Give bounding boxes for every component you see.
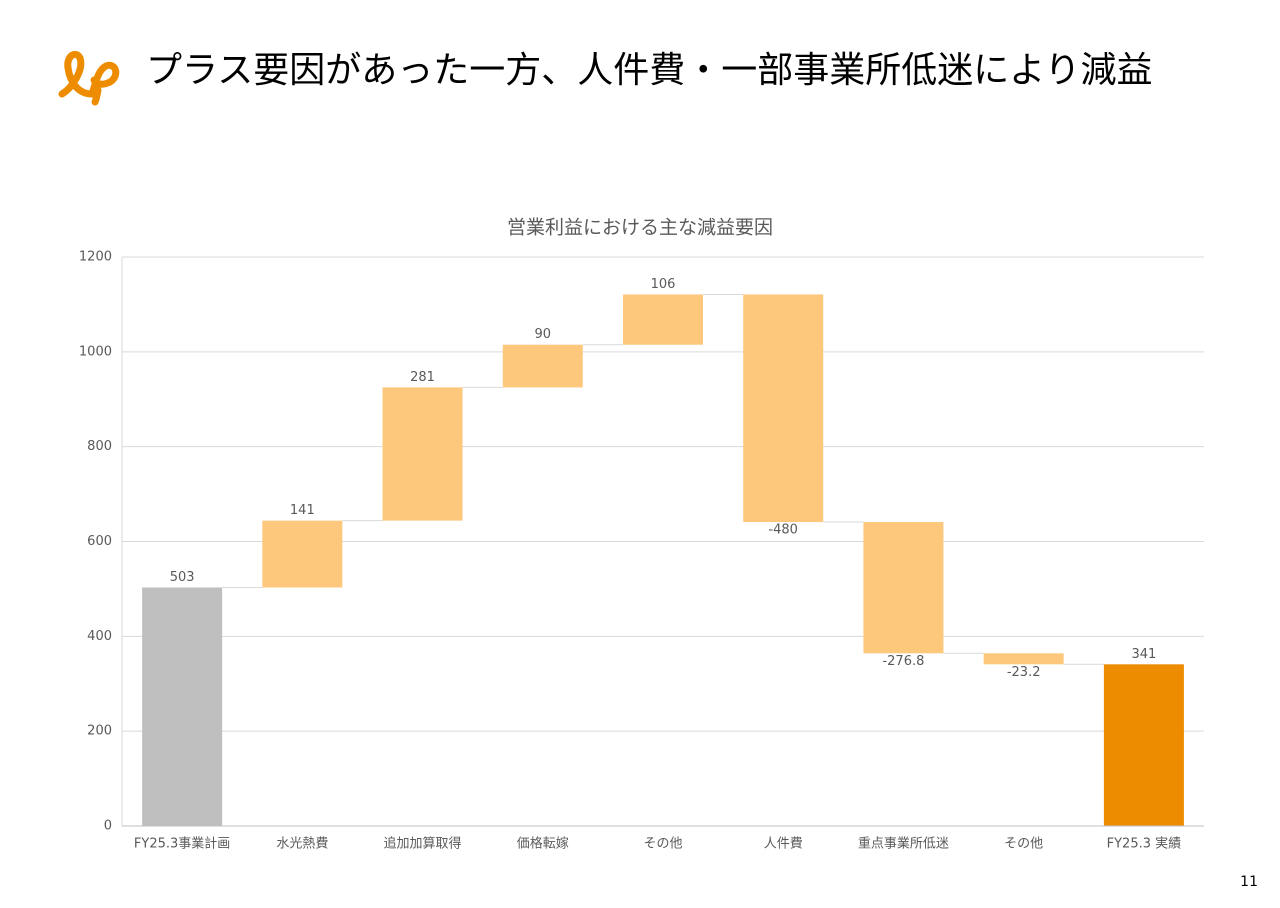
y-tick-label: 600	[87, 534, 112, 549]
bar	[382, 387, 463, 521]
data-label: 141	[290, 503, 315, 518]
data-label: 90	[535, 327, 552, 342]
x-tick-label: 重点事業所低迷	[858, 836, 949, 852]
x-tick-label: 水光熱費	[276, 837, 328, 852]
bar	[142, 587, 223, 826]
data-label: 106	[651, 277, 676, 292]
data-label: -276.8	[882, 654, 924, 669]
x-tick-label: 人件費	[764, 837, 803, 852]
x-tick-label: その他	[1004, 837, 1043, 852]
data-label: -480	[768, 523, 798, 538]
x-tick-label: FY25.3事業計画	[134, 836, 230, 852]
bar	[623, 294, 703, 345]
bar	[743, 294, 824, 523]
bar	[983, 653, 1064, 665]
y-tick-label: 0	[104, 819, 112, 834]
x-tick-label: 追加加算取得	[384, 836, 462, 852]
x-tick-label: FY25.3 実績	[1107, 836, 1182, 852]
page-title: プラス要因があった一方、人件費・一部事業所低迷により減益	[146, 50, 1153, 91]
bar	[502, 344, 583, 388]
bar	[262, 520, 343, 588]
data-label: 281	[410, 370, 435, 385]
bar	[863, 522, 944, 654]
y-tick-label: 400	[87, 629, 112, 644]
data-label: 503	[170, 570, 195, 585]
x-tick-label: 価格転嫁	[517, 836, 569, 852]
data-label: 341	[1131, 647, 1156, 662]
y-tick-label: 1200	[79, 250, 112, 265]
y-tick-label: 800	[87, 439, 112, 454]
page-number: 11	[1240, 874, 1258, 890]
data-label: -23.2	[1007, 665, 1041, 680]
y-tick-label: 1000	[79, 344, 112, 359]
y-tick-label: 200	[87, 724, 112, 739]
chart-title: 営業利益における主な減益要因	[507, 217, 773, 239]
bar	[1103, 664, 1184, 826]
x-tick-label: その他	[643, 837, 682, 852]
logo	[58, 50, 120, 106]
